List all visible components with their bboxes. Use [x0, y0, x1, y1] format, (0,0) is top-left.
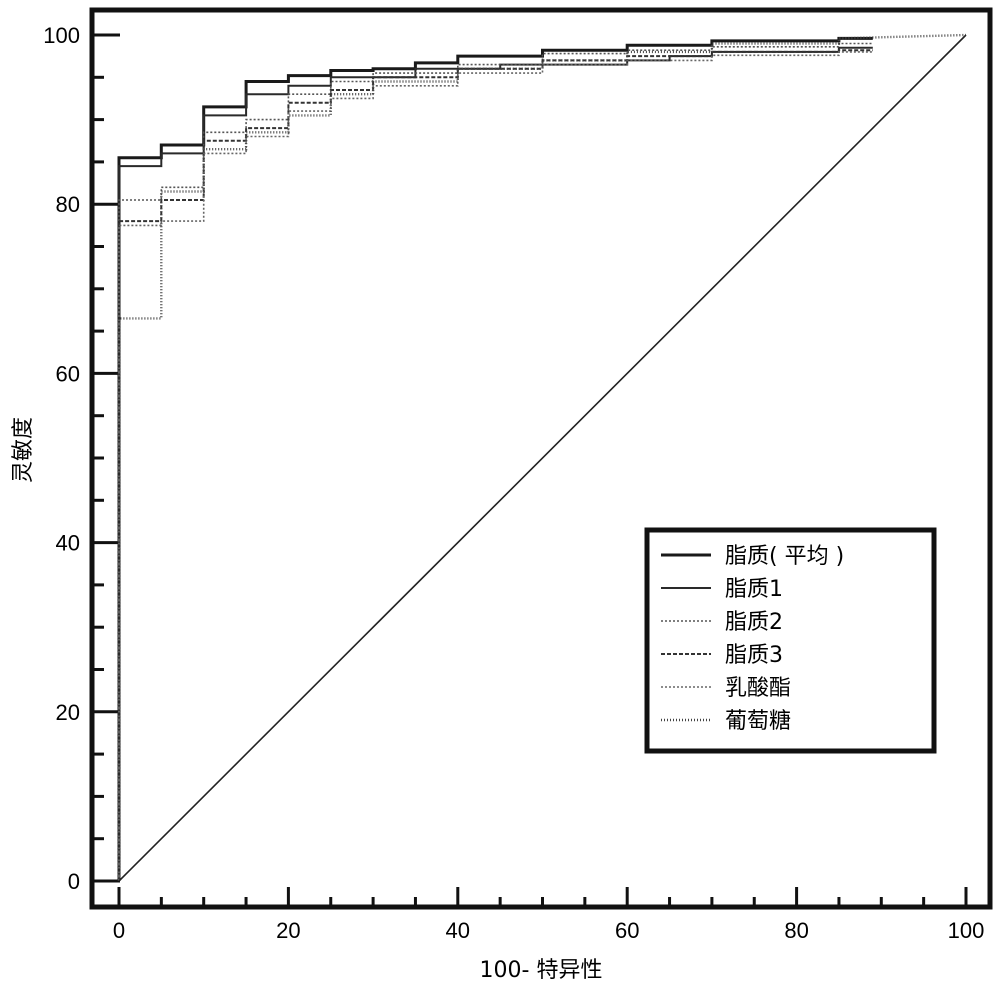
- y-tick-label: 20: [56, 700, 80, 725]
- x-tick-label: 20: [276, 918, 300, 943]
- legend-label: 脂质1: [725, 577, 783, 602]
- x-tick-label: 0: [113, 918, 125, 943]
- x-tick-label: 40: [446, 918, 470, 943]
- series-line: [119, 44, 873, 882]
- y-tick-label: 80: [56, 192, 80, 217]
- series-line: [119, 52, 873, 881]
- x-tick-label: 60: [615, 918, 639, 943]
- series-line: [119, 48, 873, 881]
- legend-label: 乳酸酯: [725, 676, 791, 701]
- legend-label: 脂质( 平均 ): [725, 544, 844, 569]
- legend-label: 脂质3: [725, 643, 783, 668]
- x-tick-label: 100: [948, 918, 985, 943]
- series-line: [119, 38, 873, 881]
- y-axis-title: 灵敏度: [11, 417, 36, 483]
- reference-diagonal-line: [119, 35, 966, 881]
- series-line: [119, 50, 873, 881]
- x-tick-label: 80: [784, 918, 808, 943]
- y-tick-label: 100: [43, 23, 80, 48]
- legend-label: 脂质2: [725, 610, 783, 635]
- legend-label: 葡萄糖: [725, 709, 791, 734]
- ticks: 0 20 40 60 80 100 0 20 40 60 80 100: [43, 23, 984, 943]
- y-tick-label: 40: [56, 531, 80, 556]
- y-tick-label: 60: [56, 361, 80, 386]
- x-axis-title: 100- 特异性: [480, 958, 603, 983]
- y-tick-label: 0: [68, 869, 80, 894]
- series-layer: [119, 35, 966, 881]
- legend: 脂质( 平均 ) 脂质1 脂质2 脂质3 乳酸酯葡萄糖: [647, 530, 934, 751]
